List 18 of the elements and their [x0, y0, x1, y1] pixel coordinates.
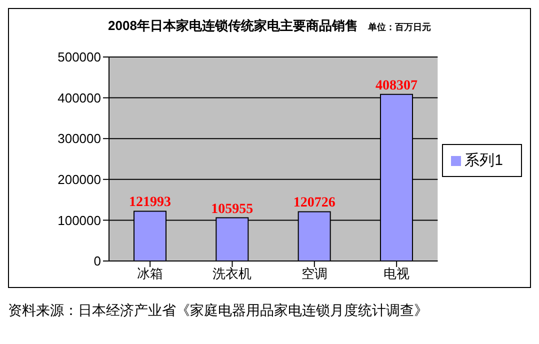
y-tick-label: 200000 [58, 172, 101, 188]
x-tick-label: 冰箱 [137, 266, 164, 282]
x-tick-label: 电视 [384, 266, 410, 282]
data-label: 121993 [129, 195, 171, 210]
legend-label: 系列1 [464, 152, 503, 168]
text: 资料来源：日本经济产业省《家庭电器用品家电连锁月度统计调查》 [8, 302, 429, 320]
chart-subtitle: 单位：百万日元 [368, 22, 431, 32]
x-tick-label: 空调 [301, 266, 328, 282]
y-tick-label: 500000 [58, 50, 101, 65]
data-label: 105955 [211, 202, 254, 217]
y-tick-label: 0 [94, 254, 101, 269]
data-label: 408307 [375, 78, 418, 94]
y-tick-label: 300000 [58, 131, 101, 146]
chart-title: 2008年日本家电连锁传统家电主要商品销售 [108, 18, 358, 33]
y-tick-label: 100000 [58, 212, 101, 228]
data-label: 120726 [293, 196, 336, 211]
y-tick-label: 400000 [58, 90, 101, 106]
x-tick-label: 洗衣机 [212, 266, 252, 282]
